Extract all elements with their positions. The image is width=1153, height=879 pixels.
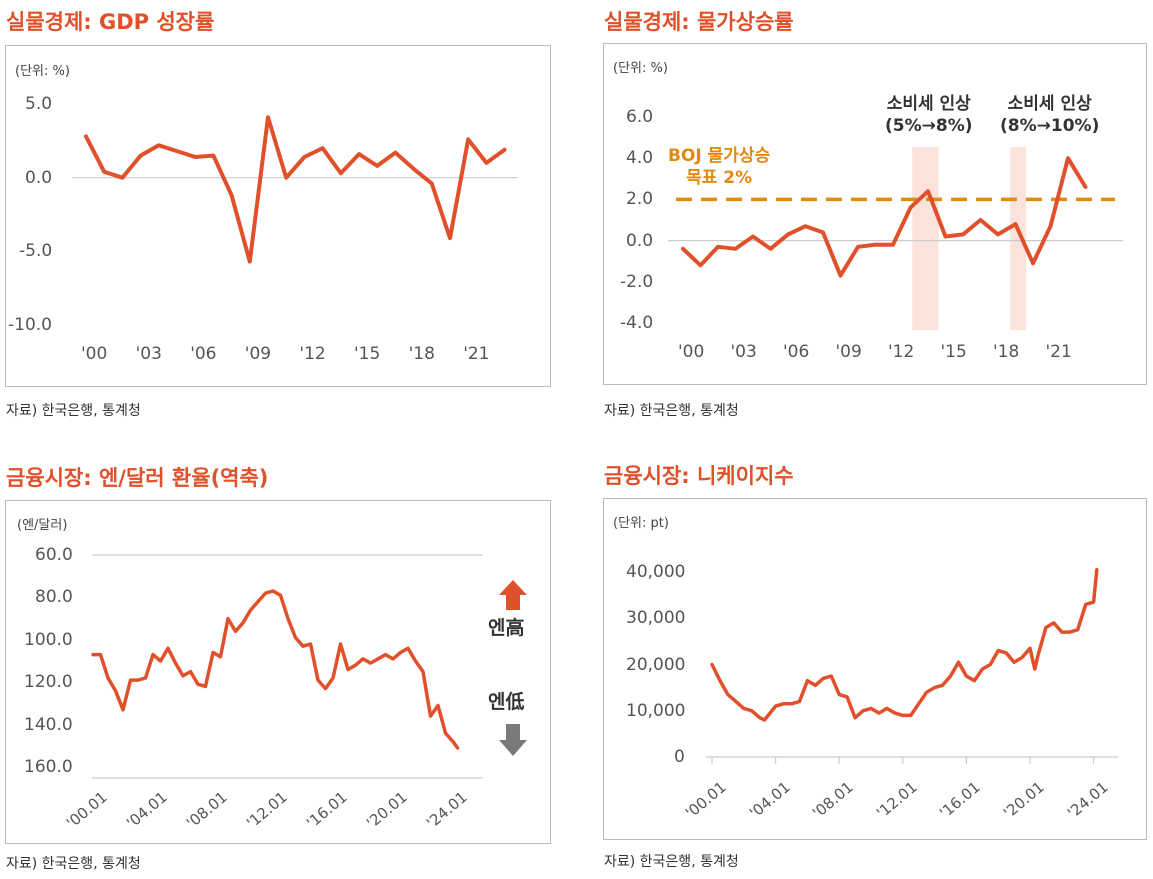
source-note-gdp: 자료) 한국은행, 통계청 xyxy=(6,403,141,419)
gdp-series-line xyxy=(84,115,507,264)
yen-y-tick-label: 80.0 xyxy=(35,587,73,608)
chart-panel-cpi xyxy=(603,43,1147,385)
band-label-2-line2: (8%→10%) xyxy=(1000,116,1100,136)
yen-series-line xyxy=(91,589,460,750)
source-note-yen: 자료) 한국은행, 통계청 xyxy=(6,856,141,872)
band-label-1: 소비세 인상 (5%→8%) xyxy=(885,93,973,137)
chart-title-cpi: 실물경제: 물가상승률 xyxy=(604,10,794,34)
unit-label-gdp: (단위: %) xyxy=(15,64,70,79)
cpi-x-tick-label: '21 xyxy=(1045,342,1072,362)
chart-panel-yen xyxy=(5,500,551,844)
gdp-x-tick-label: '00 xyxy=(81,344,108,364)
gdp-y-tick-label: -5.0 xyxy=(19,241,53,262)
gdp-x-tick-label: '09 xyxy=(244,344,272,364)
cpi-x-tick-label: '18 xyxy=(993,342,1020,362)
band-label-1-line1: 소비세 인상 xyxy=(886,94,971,114)
nikkei-y-tick-label: 0 xyxy=(674,747,685,767)
target-label: BOJ 물가상승 목표 2% xyxy=(668,145,770,189)
band-label-1-line2: (5%→8%) xyxy=(885,116,973,136)
gdp-x-tick-label: '21 xyxy=(463,344,490,364)
chart-panel-gdp xyxy=(5,45,551,387)
yen-y-tick-label: 160.0 xyxy=(24,757,73,777)
arrow-down-icon xyxy=(499,724,527,756)
chart-title-nikkei: 금융시장: 니케이지수 xyxy=(604,464,794,488)
cpi-x-tick-label: '15 xyxy=(940,342,967,362)
source-note-nikkei: 자료) 한국은행, 통계청 xyxy=(604,854,739,870)
band-label-2-line1: 소비세 인상 xyxy=(1007,94,1092,114)
unit-label-yen: (엔/달러) xyxy=(17,518,68,533)
unit-label-nikkei: (단위: pt) xyxy=(613,516,669,531)
gdp-x-tick-label: '15 xyxy=(354,344,381,364)
nikkei-y-tick-label: 40,000 xyxy=(626,562,686,582)
source-note-cpi: 자료) 한국은행, 통계청 xyxy=(604,403,739,419)
cpi-band-2 xyxy=(1010,147,1026,330)
cpi-x-tick-label: '03 xyxy=(730,342,757,362)
yen-down-label: 엔低 xyxy=(488,691,525,713)
cpi-series-line xyxy=(681,156,1088,278)
nikkei-y-tick-label: 20,000 xyxy=(626,654,686,675)
gdp-x-tick-label: '12 xyxy=(299,344,326,364)
cpi-band-1 xyxy=(912,147,939,330)
chart-title-gdp: 실물경제: GDP 성장률 xyxy=(6,10,215,34)
cpi-x-tick-label: '06 xyxy=(783,342,810,362)
nikkei-y-tick-label: 30,000 xyxy=(626,608,686,629)
yen-up-label: 엔高 xyxy=(488,617,525,639)
chart-title-yen: 금융시장: 엔/달러 환율(역축) xyxy=(6,466,269,490)
yen-y-tick-label: 120.0 xyxy=(24,672,73,693)
cpi-y-tick-label: 4.0 xyxy=(626,148,654,169)
yen-y-tick-label: 100.0 xyxy=(24,629,73,650)
cpi-y-tick-label: -4.0 xyxy=(620,313,654,333)
cpi-x-tick-label: '00 xyxy=(678,342,705,362)
gdp-x-tick-label: '18 xyxy=(408,344,435,364)
gdp-y-tick-label: 5.0 xyxy=(25,94,53,114)
gdp-y-tick-label: 0.0 xyxy=(25,167,53,188)
cpi-y-tick-label: 6.0 xyxy=(626,107,654,127)
unit-label-cpi: (단위: %) xyxy=(613,61,668,76)
arrow-up-icon xyxy=(499,580,527,610)
cpi-y-tick-label: 2.0 xyxy=(626,189,654,210)
cpi-x-tick-label: '09 xyxy=(835,342,862,362)
gdp-y-tick-label: -10.0 xyxy=(8,315,52,335)
gdp-x-tick-label: '03 xyxy=(135,344,162,364)
yen-y-tick-label: 60.0 xyxy=(35,545,73,565)
cpi-x-tick-label: '12 xyxy=(888,342,915,362)
cpi-y-tick-label: 0.0 xyxy=(626,230,654,251)
target-label-line1: BOJ 물가상승 xyxy=(668,146,771,166)
nikkei-series-line xyxy=(710,567,1099,722)
gdp-x-tick-label: '06 xyxy=(190,344,217,364)
target-label-line2: 목표 2% xyxy=(686,168,753,188)
chart-panel-nikkei xyxy=(603,498,1147,840)
cpi-y-tick-label: -2.0 xyxy=(620,271,654,292)
nikkei-y-tick-label: 10,000 xyxy=(626,700,686,721)
yen-y-tick-label: 140.0 xyxy=(24,714,73,735)
band-label-2: 소비세 인상 (8%→10%) xyxy=(1000,93,1099,137)
